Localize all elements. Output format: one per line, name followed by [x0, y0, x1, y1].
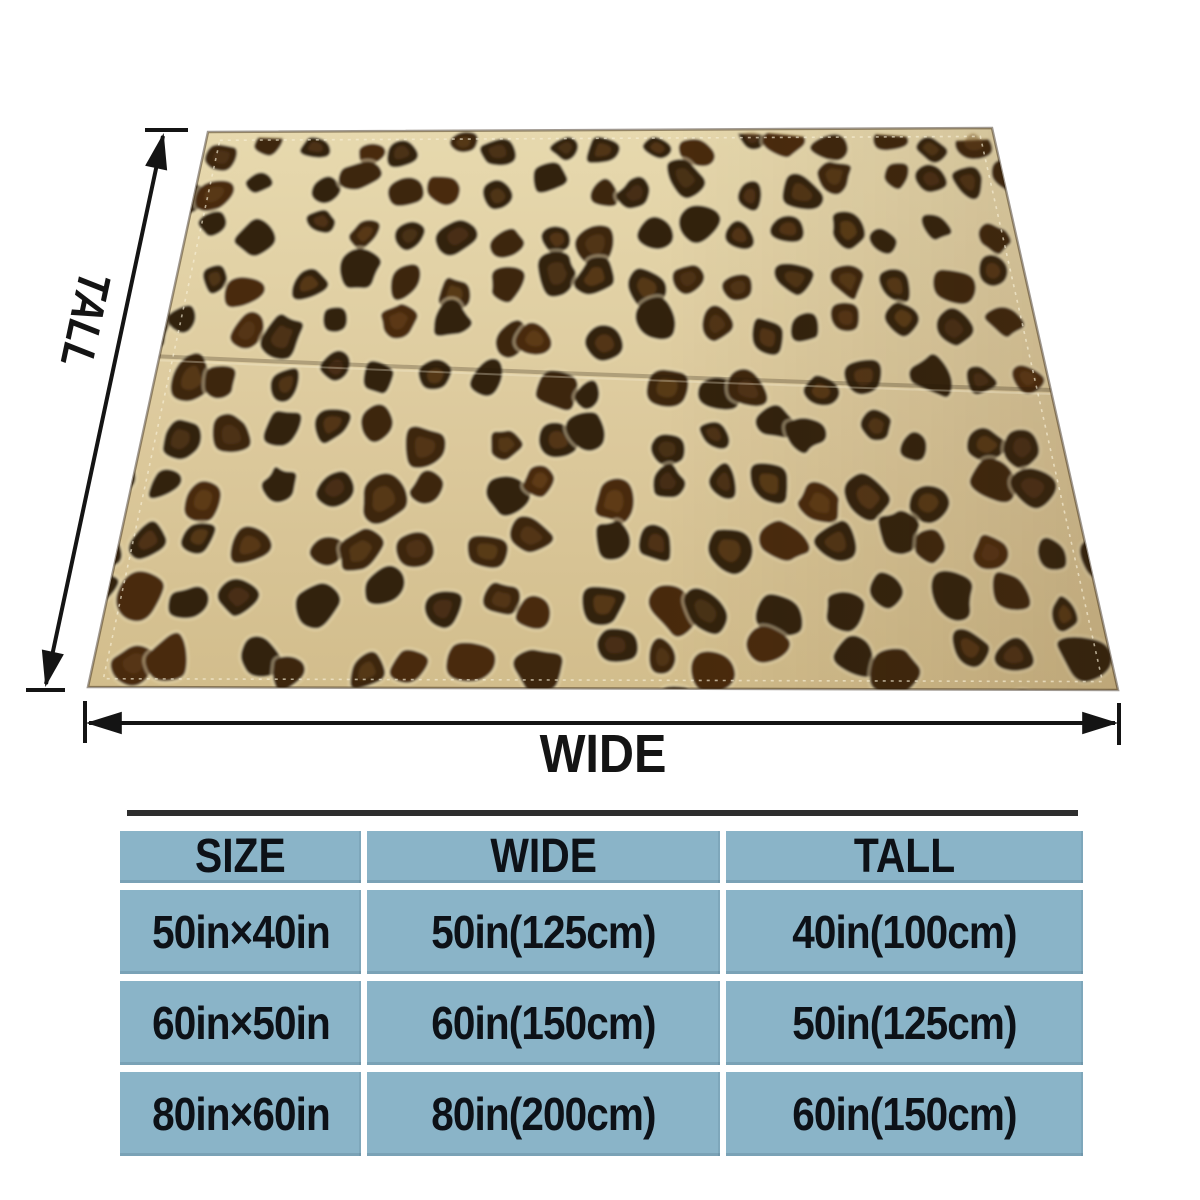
wide-dimension-label: WIDE — [540, 723, 667, 784]
tall-dimension-annotation — [26, 128, 188, 692]
row1-wide-cell: 50in(125cm) — [367, 890, 720, 974]
row1-tall-cell: 40in(100cm) — [726, 890, 1083, 974]
blanket-photo — [86, 126, 1120, 692]
size-table-grid: SIZE WIDE TALL 50in×40in 50in(125cm) 40i… — [120, 831, 1083, 1156]
header-wide-label: WIDE — [490, 830, 597, 883]
row2-tall-cell: 50in(125cm) — [726, 981, 1083, 1065]
row2-size-cell: 60in×50in — [120, 981, 361, 1065]
row3-tall-value: 60in(150cm) — [792, 1088, 1017, 1140]
table-top-border — [127, 810, 1078, 816]
header-wide: WIDE — [367, 831, 720, 883]
row1-wide-value: 50in(125cm) — [431, 906, 656, 958]
row1-size-value: 50in×40in — [151, 906, 331, 958]
fabric-fold-seam — [159, 354, 1051, 392]
row2-size-value: 60in×50in — [151, 997, 331, 1049]
row1-tall-value: 40in(100cm) — [792, 906, 1017, 958]
tall-double-arrow — [41, 132, 168, 688]
row3-tall-cell: 60in(150cm) — [726, 1072, 1083, 1156]
header-tall-label: TALL — [853, 830, 956, 883]
row1-size-cell: 50in×40in — [120, 890, 361, 974]
header-size-label: SIZE — [195, 830, 286, 883]
header-tall: TALL — [726, 831, 1083, 883]
tall-dimension-label: TALL — [50, 267, 121, 373]
row3-size-cell: 80in×60in — [120, 1072, 361, 1156]
row2-wide-value: 60in(150cm) — [431, 997, 656, 1049]
row2-wide-cell: 60in(150cm) — [367, 981, 720, 1065]
row3-wide-value: 80in(200cm) — [431, 1088, 656, 1140]
row3-wide-cell: 80in(200cm) — [367, 1072, 720, 1156]
row2-tall-value: 50in(125cm) — [792, 997, 1017, 1049]
blanket-dimension-diagram: TALL WIDE — [26, 126, 1121, 784]
wide-dimension-annotation — [83, 701, 1121, 745]
size-table: SIZE WIDE TALL 50in×40in 50in(125cm) 40i… — [120, 810, 1083, 1160]
row3-size-value: 80in×60in — [151, 1088, 331, 1140]
header-size: SIZE — [120, 831, 361, 883]
